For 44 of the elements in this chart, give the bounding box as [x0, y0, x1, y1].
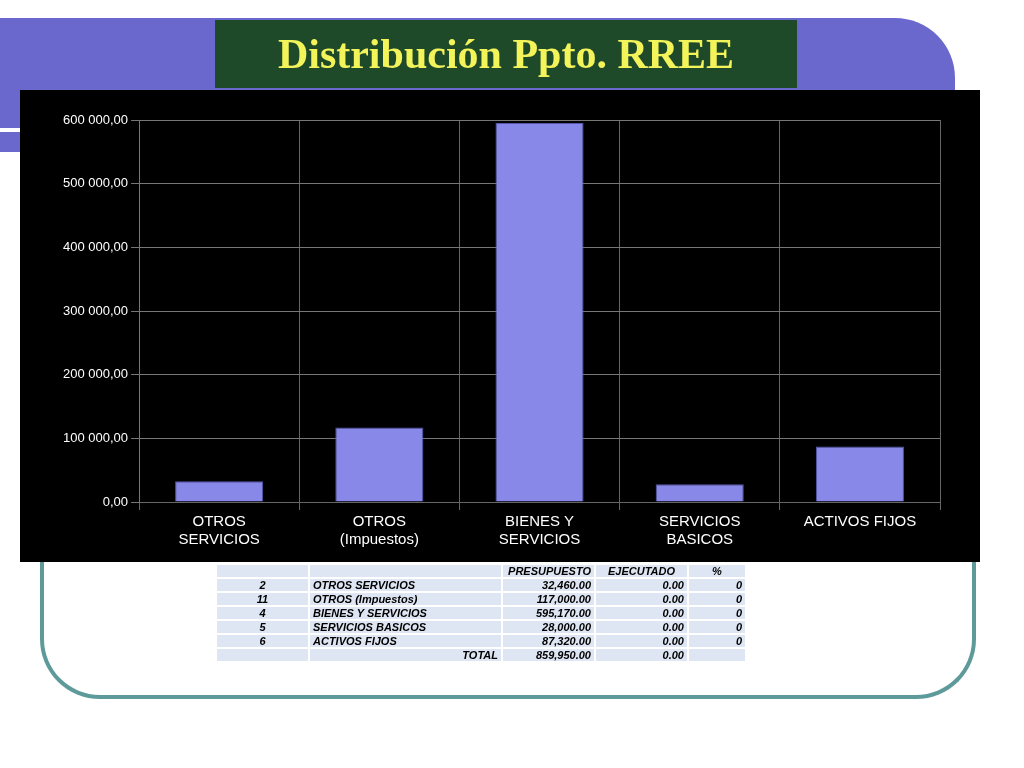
text: 0 — [688, 592, 746, 606]
text: 6 — [216, 634, 309, 648]
y-tick-label: 600 000,00 — [62, 111, 129, 127]
y-tick-label: 200 000,00 — [62, 366, 129, 382]
text: 859,950.00 — [502, 648, 595, 662]
x-tick-label: BIENES Y SERVICIOS — [498, 512, 581, 548]
text: 0.00 — [595, 578, 688, 592]
y-tick-label: 0,00 — [102, 493, 129, 509]
y-tick-label: 100 000,00 — [62, 429, 129, 445]
category-label: SERVICIOS BASICOS — [313, 621, 427, 633]
text: PRESUPUESTO — [502, 564, 595, 578]
text: 32,460.00 — [502, 578, 595, 592]
text: 28,000.00 — [502, 620, 595, 634]
chart-title: Distribución Ppto. RREE — [215, 20, 797, 88]
category-label: OTROS (Impuestos) — [313, 593, 418, 605]
text: 5 — [216, 620, 309, 634]
text: 0.00 — [595, 606, 688, 620]
text: 4 — [216, 606, 309, 620]
x-tick-label: OTROS SERVICIOS — [178, 512, 260, 548]
text: 117,000.00 — [502, 592, 595, 606]
category-label: ACTIVOS FIJOS — [313, 635, 397, 647]
category-label: BIENES Y SERVICIOS — [313, 607, 427, 619]
category-label: OTROS SERVICIOS — [313, 579, 416, 591]
text: EJECUTADO — [595, 564, 688, 578]
text: % — [688, 564, 746, 578]
text: 0 — [688, 578, 746, 592]
text: TOTAL — [309, 648, 502, 662]
y-tick-label: 300 000,00 — [62, 302, 129, 318]
text: 0.00 — [595, 592, 688, 606]
x-tick-label: OTROS (Impuestos) — [339, 512, 419, 548]
text: 0 — [688, 606, 746, 620]
text: 11 — [216, 592, 309, 606]
text: 595,170.00 — [502, 606, 595, 620]
text: 0.00 — [595, 648, 688, 662]
text: 0.00 — [595, 620, 688, 634]
x-tick-label: SERVICIOS BASICOS — [659, 512, 741, 548]
text: 87,320.00 — [502, 634, 595, 648]
y-tick-label: 500 000,00 — [62, 175, 129, 191]
text: 0.00 — [595, 634, 688, 648]
x-tick-label: ACTIVOS FIJOS — [803, 512, 917, 530]
text: 0 — [688, 620, 746, 634]
text: 0 — [688, 634, 746, 648]
text: 2 — [216, 578, 309, 592]
y-tick-label: 400 000,00 — [62, 238, 129, 254]
